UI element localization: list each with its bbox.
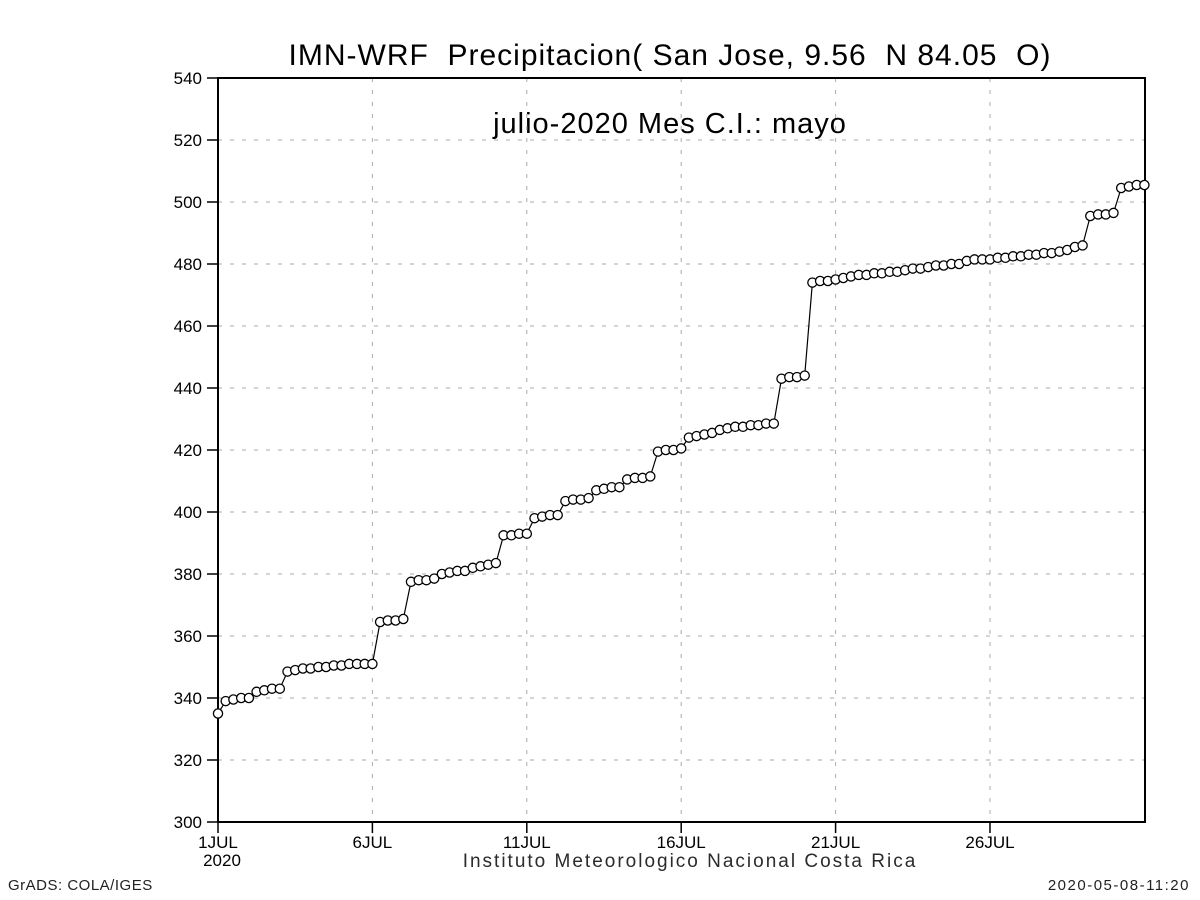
data-point-marker <box>398 613 409 625</box>
data-point-marker <box>274 683 286 694</box>
data-point-marker <box>521 528 533 539</box>
data-point-marker <box>675 443 687 454</box>
x-axis-caption: Instituto Meteorologico Nacional Costa R… <box>462 851 918 872</box>
x-tick-label: 6JUL <box>353 833 393 852</box>
y-tick-label: 300 <box>174 813 202 832</box>
x-tick-label: 21JUL <box>811 833 860 852</box>
data-point-marker <box>768 418 780 429</box>
data-point-marker <box>583 492 594 504</box>
data-point-marker <box>614 481 625 493</box>
data-point-marker <box>1108 207 1119 219</box>
y-tick-label: 360 <box>174 627 202 646</box>
y-tick-label: 320 <box>174 751 202 770</box>
x-tick-label: 16JUL <box>657 833 706 852</box>
data-point-marker <box>1077 240 1088 251</box>
y-tick-label: 440 <box>174 379 202 398</box>
x-tick-label: 1JUL <box>198 833 238 852</box>
data-point-marker <box>1139 179 1150 191</box>
data-point-marker <box>552 509 563 521</box>
grads-credit: GrADS: COLA/IGES <box>8 877 153 894</box>
axis-labels: 300 320 340 360 380 400 420 440 460 480 500 520 540 1… <box>174 69 1015 870</box>
y-tick-label: 400 <box>174 503 202 522</box>
y-tick-label: 460 <box>174 317 202 336</box>
chart-header: IMN-WRF Precipitacion( San Jose, 9.56 N … <box>145 2 1195 158</box>
data-point-marker <box>212 708 224 719</box>
y-tick-label: 420 <box>174 441 202 460</box>
x-tick-label: 11JUL <box>503 833 551 852</box>
y-tick-label: 520 <box>174 131 202 150</box>
y-tick-label: 480 <box>174 255 202 274</box>
y-tick-label: 380 <box>174 565 202 584</box>
x-tick-sublabel: 2020 <box>203 851 241 870</box>
data-point-marker <box>490 557 502 569</box>
plot-frame <box>217 77 1146 823</box>
chart-subtitle: julio-2020 Mes C.I.: mayo <box>493 108 847 140</box>
data-point-marker <box>428 573 440 584</box>
axes <box>207 77 1146 833</box>
data-point-marker <box>799 370 810 381</box>
y-tick-label: 340 <box>174 689 202 708</box>
y-tick-label: 540 <box>174 69 202 88</box>
data-point-marker <box>243 692 255 704</box>
render-timestamp: 2020-05-08-11:20 <box>1047 877 1190 894</box>
y-tick-label: 500 <box>174 193 202 212</box>
x-tick-label: 26JUL <box>965 833 1014 852</box>
data-point-marker <box>367 658 378 670</box>
data-points <box>212 179 1150 719</box>
data-point-marker <box>645 471 656 482</box>
chart-title: IMN-WRF Precipitacion( San Jose, 9.56 N … <box>288 39 1052 72</box>
